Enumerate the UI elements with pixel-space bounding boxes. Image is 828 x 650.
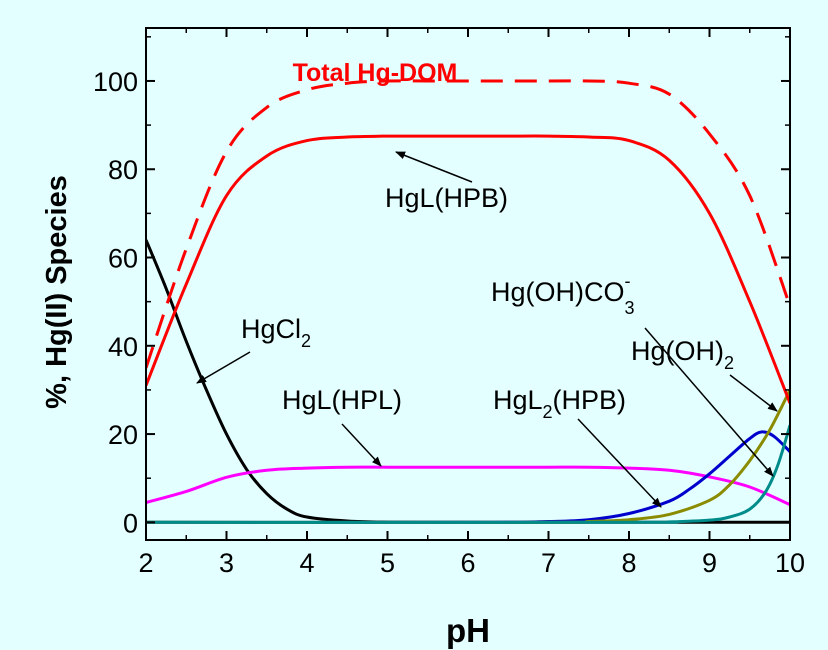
label-hgl2-hpb: HgL2(HPB): [493, 385, 626, 422]
x-tick-label: 8: [621, 548, 636, 578]
series-layer: [146, 79, 790, 524]
series-line-ohco3: [146, 389, 790, 524]
arrow-hgl2-hpb: [577, 418, 662, 508]
x-tick-label: 4: [299, 548, 314, 578]
y-tick-label: 60: [108, 244, 138, 274]
label-hgcl2: HgCl2: [241, 314, 311, 351]
series-line-oh2: [146, 424, 790, 524]
series-line-hpl: [146, 465, 790, 507]
y-tick-label: 20: [108, 420, 138, 450]
series-line-hgl2: [146, 430, 790, 524]
x-tick-label: 5: [380, 548, 395, 578]
series-line-hpb: [146, 134, 790, 404]
y-tick-label: 40: [108, 332, 138, 362]
y-tick-label: 100: [93, 67, 138, 97]
x-axis-title: pH: [446, 612, 490, 649]
y-axis-title: %, Hg(II) Species: [41, 175, 73, 409]
label-hgl-hpb: HgL(HPB): [385, 183, 508, 213]
series-line-total: [146, 79, 790, 369]
x-tick-label: 10: [775, 548, 805, 578]
label-total-hg-dom: Total Hg-DOM: [293, 59, 458, 87]
label-hg-oh-co3: Hg(OH)CO3-: [491, 271, 635, 318]
x-tick-label: 2: [138, 548, 153, 578]
arrow-hg-oh2: [729, 374, 778, 412]
arrow-hg-oh-co3: [644, 327, 774, 477]
y-tick-label: 0: [123, 508, 138, 538]
label-hg-oh2: Hg(OH)2: [631, 336, 734, 373]
y-tick-label: 80: [108, 155, 138, 185]
series-line-hgcl2: [146, 239, 790, 524]
arrow-hgcl2: [196, 351, 251, 384]
arrow-hgl-hpl: [341, 423, 382, 467]
arrow-hgl-hpb: [395, 151, 473, 183]
x-tick-label: 3: [219, 548, 234, 578]
x-tick-label: 7: [541, 548, 556, 578]
x-tick-label: 9: [702, 548, 717, 578]
label-hgl-hpl: HgL(HPL): [282, 385, 402, 415]
x-tick-label: 6: [460, 548, 475, 578]
